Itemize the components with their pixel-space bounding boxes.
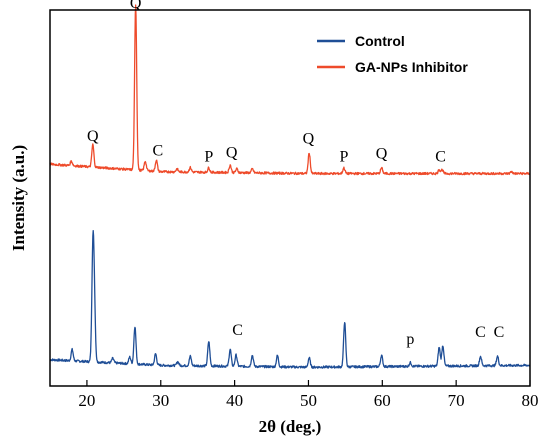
peak-label: Q <box>376 146 388 163</box>
peak-label: C <box>232 322 243 339</box>
x-tick-label: 30 <box>152 391 169 410</box>
x-tick-label: 50 <box>300 391 317 410</box>
x-axis-title: 2θ (deg.) <box>259 417 322 436</box>
y-axis-title: Intensity (a.u.) <box>9 145 28 251</box>
peak-annotations: QQC P QQP Q CCp C C <box>87 0 504 348</box>
x-tick-label: 80 <box>522 391 539 410</box>
series-line-control <box>49 229 531 369</box>
x-axis-tick-labels: 20 30 40 50 60 70 80 <box>78 391 538 410</box>
legend: Control GA-NPs Inhibitor <box>317 33 468 75</box>
x-tick-label: 40 <box>226 391 243 410</box>
x-tick-label: 70 <box>448 391 465 410</box>
plot-series <box>49 4 531 369</box>
peak-label: C <box>435 149 446 166</box>
x-tick-label: 20 <box>78 391 95 410</box>
legend-label-control: Control <box>355 33 405 49</box>
x-axis-ticks <box>86 380 531 386</box>
legend-label-inhibitor: GA-NPs Inhibitor <box>355 59 468 75</box>
peak-label: p <box>406 331 414 348</box>
peak-label: C <box>475 324 486 341</box>
peak-label: Q <box>130 0 142 12</box>
peak-label: Q <box>226 144 238 161</box>
x-tick-label: 60 <box>374 391 391 410</box>
peak-label: P <box>204 149 213 166</box>
series-line-inhibitor <box>49 4 531 176</box>
peak-label: Q <box>303 130 315 147</box>
peak-label: Q <box>87 128 99 145</box>
peak-label: C <box>494 324 505 341</box>
peak-label: C <box>152 143 163 160</box>
plot-frame <box>49 9 531 387</box>
peak-label: P <box>339 149 348 166</box>
